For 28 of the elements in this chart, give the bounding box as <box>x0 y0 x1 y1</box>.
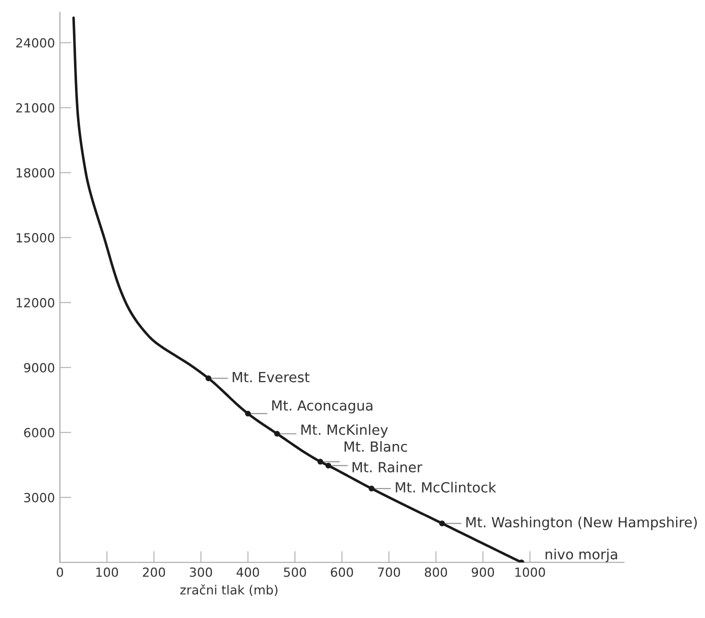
x-axis-title: zračni tlak (mb) <box>180 584 278 596</box>
x-tick-label: 600 <box>330 567 354 577</box>
annotation: Mt. Rainer <box>352 462 422 472</box>
x-tick-label: 100 <box>96 567 118 577</box>
x-tick-label: 200 <box>142 567 166 577</box>
y-tick-label: 9000 <box>24 362 54 372</box>
x-tick-label: 700 <box>378 567 400 577</box>
x-tick-label: 1000 <box>515 567 545 577</box>
y-tick-label: 12000 <box>16 298 54 308</box>
annotation: Mt. McKinley <box>301 424 388 438</box>
y-tick-label: 21000 <box>16 103 54 113</box>
annotation: Mt. McClintock <box>396 482 496 493</box>
annotation: nivo morja <box>546 548 618 562</box>
y-tick-label: 24000 <box>16 38 54 48</box>
y-tick-label: 3000 <box>24 492 54 502</box>
annotation: Mt. Washington (New Hampshire) <box>466 516 697 530</box>
annotation: Mt. Everest <box>232 372 310 382</box>
y-tick-label: 18000 <box>16 168 54 178</box>
x-tick-label: 0 <box>56 567 64 577</box>
x-tick-label: 800 <box>424 567 448 577</box>
x-tick-label: 300 <box>190 567 212 577</box>
annotation: Mt. Blanc <box>344 441 408 452</box>
x-tick-label: 500 <box>284 567 306 577</box>
y-tick-label: 15000 <box>16 233 54 242</box>
x-tick-label: 900 <box>472 567 494 577</box>
annotation: Mt. Aconcagua <box>272 400 372 414</box>
x-tick-label: 400 <box>236 567 260 577</box>
y-tick-label: 6000 <box>24 428 54 438</box>
